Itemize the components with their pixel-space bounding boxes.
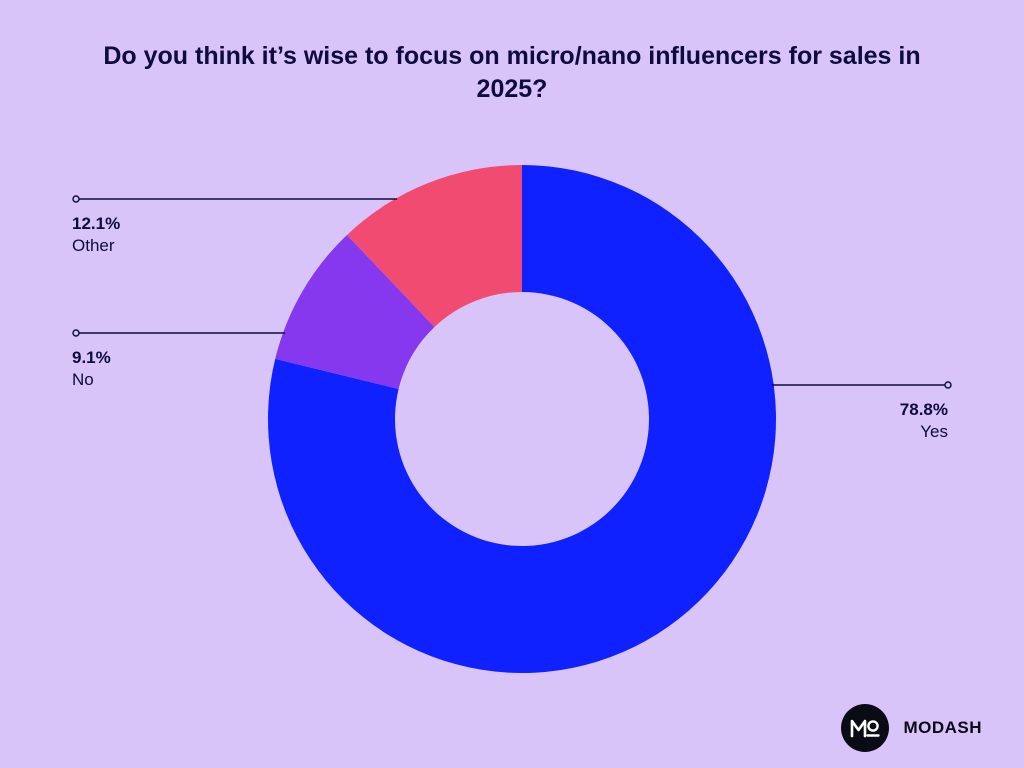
- slice-other: [346, 165, 522, 327]
- leader-dot-yes: [944, 381, 952, 389]
- slice-value-label-other: 12.1%: [72, 214, 120, 233]
- slice-name-label-no: No: [72, 370, 94, 389]
- slice-value-label-yes: 78.8%: [900, 400, 948, 419]
- chart-title: Do you think it’s wise to focus on micro…: [103, 42, 921, 103]
- modash-logo-icon: [841, 704, 890, 752]
- slice-name-label-yes: Yes: [920, 422, 948, 441]
- slice-no: [275, 234, 435, 389]
- slice-labels: 78.8% Yes 9.1% No 12.1% Other: [72, 195, 952, 441]
- slice-value-label-no: 9.1%: [72, 348, 111, 367]
- slice-name-label-other: Other: [72, 236, 115, 255]
- donut-slices: [267, 165, 776, 673]
- brand-name: MODASH: [903, 718, 982, 737]
- brand-logo: MODASH: [841, 704, 982, 752]
- slice-yes: [267, 165, 776, 673]
- leader-dot-no: [72, 329, 80, 337]
- leader-dot-other: [72, 195, 80, 203]
